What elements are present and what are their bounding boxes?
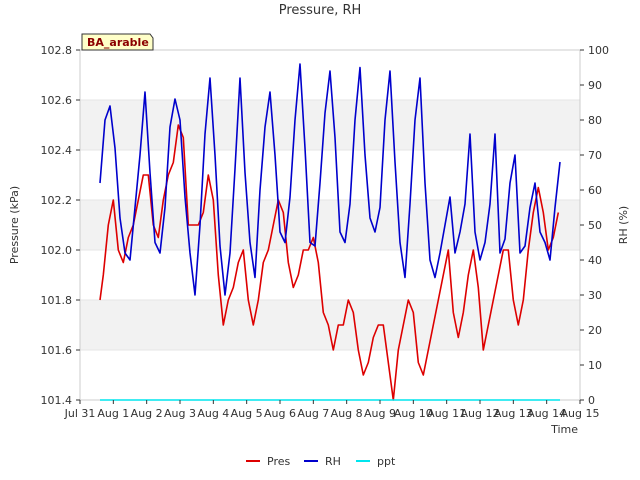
x-tick-label: Aug 6	[264, 407, 296, 420]
x-tick-label: Aug 12	[461, 407, 500, 420]
x-tick-label: Aug 8	[331, 407, 363, 420]
legend-label-ppt: ppt	[377, 455, 396, 468]
y2-tick-label: 100	[588, 44, 609, 57]
y-tick-label: 101.4	[41, 394, 73, 407]
y2-tick-label: 30	[588, 289, 602, 302]
y-tick-label: 101.8	[41, 294, 73, 307]
series-layer	[99, 63, 561, 401]
axes-layer: 101.4 101.6 101.8 102.0 102.2 102.4 102.6 102.8…	[41, 44, 610, 420]
y2-tick-label: 10	[588, 359, 602, 372]
y-tick-label: 101.6	[41, 344, 73, 357]
y2-tick-label: 20	[588, 324, 602, 337]
background-band	[80, 100, 580, 150]
legend-label-pres: Pres	[267, 455, 290, 468]
x-tick-label: Aug 14	[527, 407, 566, 420]
y-tick-label: 102.2	[41, 194, 73, 207]
series-line-rh	[99, 63, 561, 296]
y-tick-label: 102.6	[41, 94, 73, 107]
background-band	[80, 300, 580, 350]
y-tick-label: 102.0	[41, 244, 73, 257]
background-bands	[80, 100, 580, 350]
legend-label-rh: RH	[325, 455, 341, 468]
legend: Pres RH ppt	[246, 455, 396, 468]
y2-tick-label: 90	[588, 79, 602, 92]
site-badge-label: BA_arable	[87, 36, 149, 49]
y-tick-label: 102.8	[41, 44, 73, 57]
y2-tick-label: 50	[588, 219, 602, 232]
x-tick-label: Aug 13	[494, 407, 533, 420]
x-tick-label: Aug 3	[164, 407, 196, 420]
x-tick-label: Aug 2	[131, 407, 163, 420]
chart-title: Pressure, RH	[279, 3, 362, 18]
x-tick-label: Aug 15	[561, 407, 600, 420]
x-axis-label: Time	[550, 423, 578, 436]
y2-tick-label: 60	[588, 184, 602, 197]
x-tick-label: Aug 7	[297, 407, 329, 420]
x-tick-label: Jul 31	[64, 407, 96, 420]
y2-tick-label: 70	[588, 149, 602, 162]
y2-tick-label: 40	[588, 254, 602, 267]
x-tick-label: Aug 4	[197, 407, 229, 420]
x-tick-label: Aug 11	[427, 407, 466, 420]
y-axis-label: Pressure (kPa)	[8, 186, 21, 264]
y2-axis-label: RH (%)	[617, 206, 630, 244]
series-line-pres	[99, 124, 560, 401]
site-badge: BA_arable	[81, 33, 154, 51]
y2-tick-label: 80	[588, 114, 602, 127]
x-tick-label: Aug 10	[394, 407, 433, 420]
y-tick-label: 102.4	[41, 144, 73, 157]
x-tick-label: Aug 9	[364, 407, 396, 420]
x-tick-label: Aug 5	[231, 407, 263, 420]
y2-tick-label: 0	[588, 394, 595, 407]
x-tick-label: Aug 1	[97, 407, 129, 420]
